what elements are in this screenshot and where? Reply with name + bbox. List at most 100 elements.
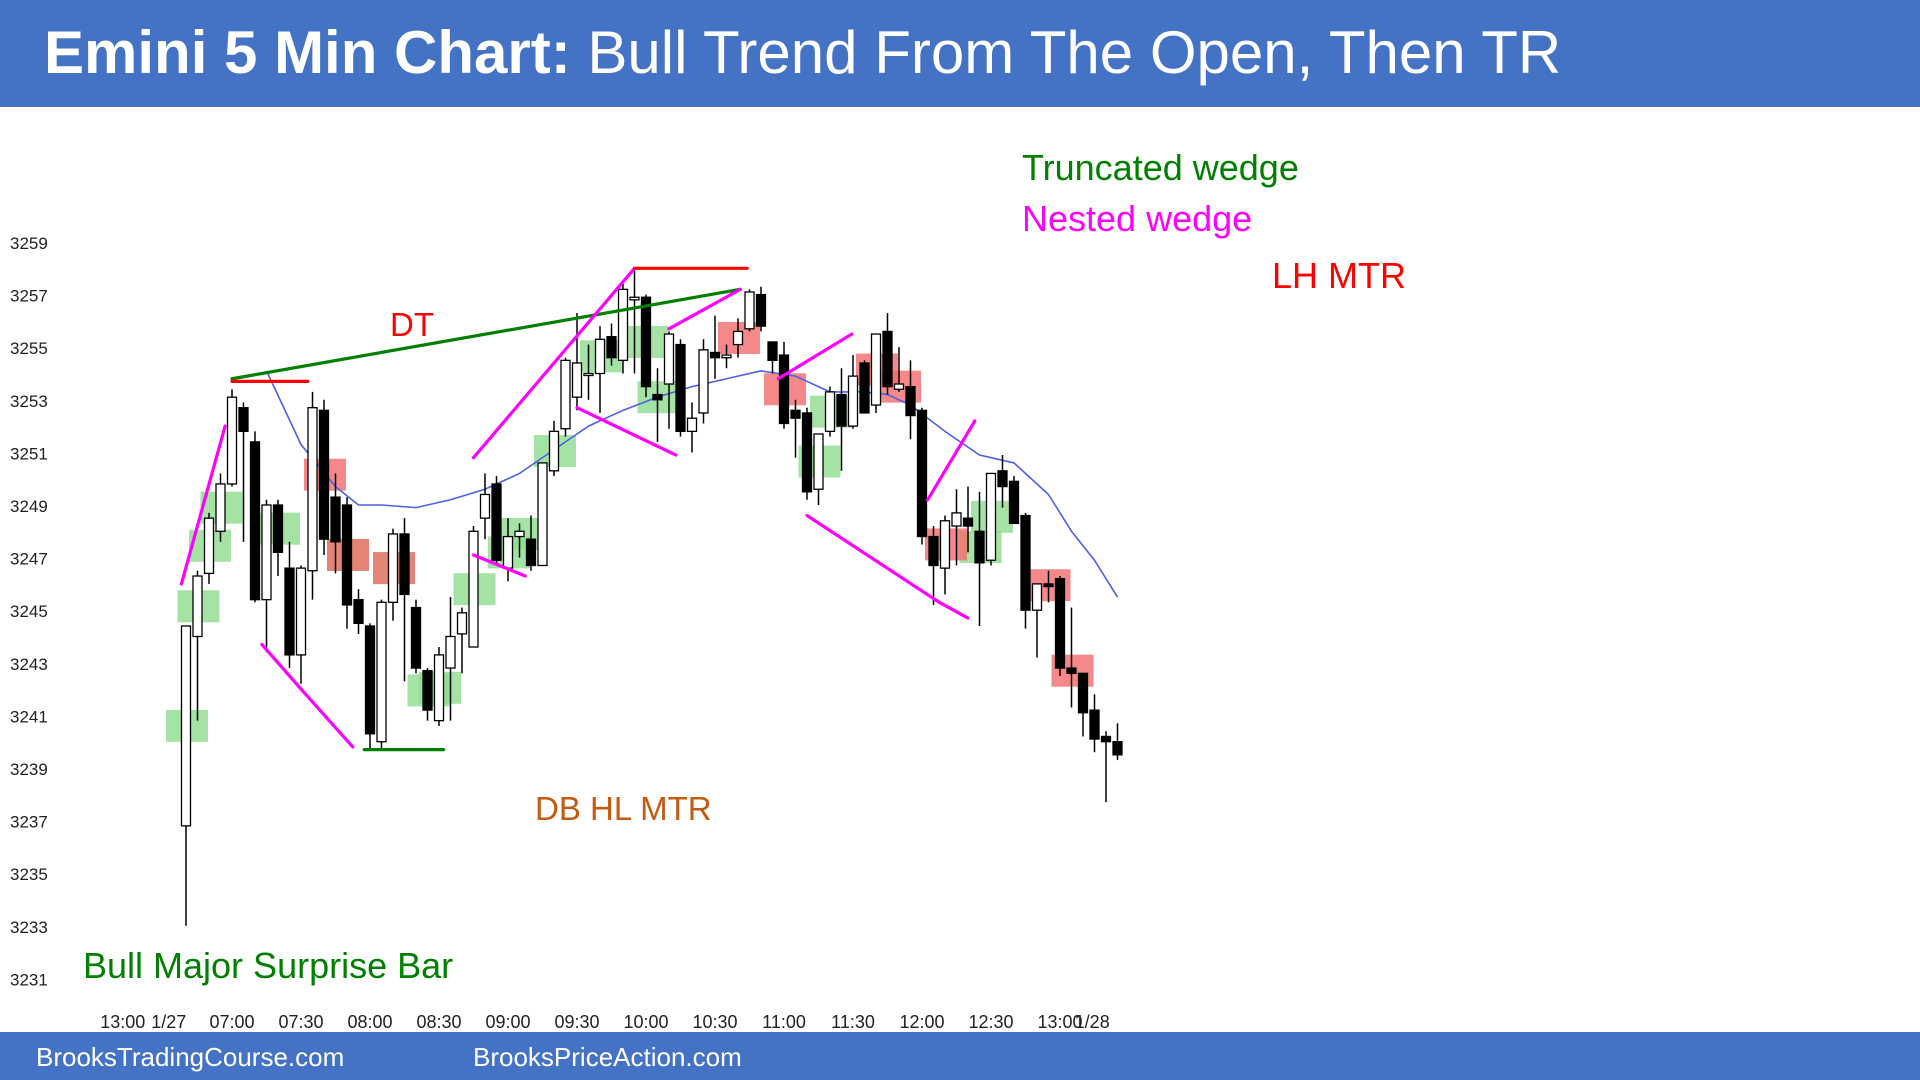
x-tick-label: 10:00 bbox=[623, 1012, 668, 1032]
candle-body bbox=[998, 471, 1007, 487]
candle-body bbox=[182, 626, 191, 826]
candle-body bbox=[860, 363, 869, 413]
y-tick-label: 3237 bbox=[10, 813, 48, 832]
candle-body bbox=[1067, 668, 1076, 673]
x-tick-label: 1/28 bbox=[1075, 1012, 1110, 1032]
candle-body bbox=[193, 576, 202, 636]
bear-candle bbox=[676, 339, 685, 436]
candles bbox=[182, 268, 1123, 926]
x-tick-label: 12:00 bbox=[899, 1012, 944, 1032]
x-tick-label: 07:00 bbox=[209, 1012, 254, 1032]
candle-body bbox=[1044, 584, 1053, 587]
y-tick-label: 3255 bbox=[10, 339, 48, 358]
candle-body bbox=[987, 473, 996, 560]
bear-candle bbox=[860, 360, 869, 413]
footer-link-course[interactable]: BrooksTradingCourse.com bbox=[36, 1042, 344, 1073]
candle-body bbox=[791, 410, 800, 418]
candle-body bbox=[607, 337, 616, 358]
candle-body bbox=[343, 505, 352, 605]
bear-candle bbox=[285, 542, 294, 668]
annotations: DT DB HL MTR Truncated wedge Nested wedg… bbox=[83, 147, 1406, 986]
annotation-db-hl-mtr: DB HL MTR bbox=[535, 790, 712, 827]
y-tick-label: 3245 bbox=[10, 602, 48, 621]
candle-body bbox=[481, 494, 490, 518]
candle-body bbox=[527, 539, 536, 565]
candle-body bbox=[515, 531, 524, 536]
bull-candle bbox=[469, 526, 478, 647]
bull-candle bbox=[216, 473, 225, 541]
bull-candle bbox=[619, 284, 628, 373]
candle-body bbox=[550, 431, 559, 470]
candle-body bbox=[975, 531, 984, 563]
x-tick-label: 11:00 bbox=[762, 1012, 806, 1032]
candle-body bbox=[596, 339, 605, 373]
candle-body bbox=[458, 613, 467, 634]
x-tick-label: 07:30 bbox=[278, 1012, 323, 1032]
y-tick-label: 3241 bbox=[10, 707, 48, 726]
candle-body bbox=[469, 531, 478, 647]
bear-candle bbox=[998, 455, 1007, 508]
y-tick-label: 3251 bbox=[10, 444, 48, 463]
bull-candle bbox=[561, 358, 570, 437]
candle-body bbox=[883, 331, 892, 386]
bull-candle bbox=[1033, 584, 1042, 658]
candle-body bbox=[216, 484, 225, 531]
bull-candle bbox=[872, 334, 881, 413]
bear-candle bbox=[1010, 476, 1019, 523]
bull-candle bbox=[688, 402, 697, 452]
candle-body bbox=[918, 410, 927, 536]
annotation-bull-major-surprise-bar: Bull Major Surprise Bar bbox=[83, 945, 453, 986]
candle-body bbox=[768, 342, 777, 360]
magenta-trend-line bbox=[262, 644, 301, 689]
bear-candle bbox=[320, 400, 329, 555]
x-tick-label: 08:30 bbox=[416, 1012, 461, 1032]
bull-candle bbox=[377, 600, 386, 750]
candle-body bbox=[642, 297, 651, 386]
candle-body bbox=[423, 671, 432, 710]
y-tick-label: 3253 bbox=[10, 392, 48, 411]
y-axis-labels: 3259 3257 3255 3253 3251 3249 3247 3245 3243 3241… bbox=[10, 234, 48, 989]
candle-body bbox=[251, 442, 260, 600]
bear-candle bbox=[354, 589, 363, 634]
candle-body bbox=[1079, 673, 1088, 712]
candle-body bbox=[1010, 481, 1019, 523]
candle-body bbox=[366, 626, 375, 734]
candlestick-chart: 3259 3257 3255 3253 3251 3249 3247 3245 3243 3241… bbox=[0, 0, 1920, 1032]
candle-body bbox=[400, 534, 409, 594]
footer-bar: BrooksTradingCourse.com BrooksPriceActio… bbox=[0, 1032, 1920, 1080]
candle-body bbox=[699, 350, 708, 413]
y-tick-label: 3243 bbox=[10, 655, 48, 674]
bear-candle bbox=[492, 476, 501, 563]
y-tick-label: 3257 bbox=[10, 287, 48, 306]
candle-body bbox=[1102, 736, 1111, 741]
x-tick-label: 09:00 bbox=[485, 1012, 530, 1032]
bull-candle bbox=[205, 513, 214, 584]
candle-body bbox=[262, 505, 271, 600]
candle-body bbox=[929, 537, 938, 566]
candle-body bbox=[561, 360, 570, 428]
candle-body bbox=[941, 521, 950, 568]
candle-body bbox=[228, 397, 237, 484]
bear-candle bbox=[1090, 694, 1099, 752]
bear-candle bbox=[1113, 723, 1122, 760]
candle-body bbox=[676, 345, 685, 432]
candle-body bbox=[688, 418, 697, 431]
bear-candle bbox=[343, 497, 352, 629]
annotation-dt: DT bbox=[390, 306, 434, 343]
bear-candle bbox=[757, 287, 766, 332]
y-tick-label: 3259 bbox=[10, 234, 48, 253]
magenta-trend-line bbox=[939, 602, 968, 618]
y-tick-label: 3233 bbox=[10, 918, 48, 937]
annotation-nested-wedge: Nested wedge bbox=[1022, 198, 1252, 239]
candle-body bbox=[1113, 742, 1122, 755]
bull-candle bbox=[481, 473, 490, 539]
bear-candle bbox=[274, 500, 283, 576]
highlight-boxes bbox=[166, 322, 1094, 742]
bull-candle bbox=[699, 339, 708, 423]
candle-body bbox=[504, 537, 513, 569]
footer-link-priceaction[interactable]: BrooksPriceAction.com bbox=[473, 1042, 742, 1073]
candle-body bbox=[377, 602, 386, 741]
candle-body bbox=[780, 355, 789, 423]
candle-body bbox=[354, 600, 363, 624]
x-tick-label: 13:00 bbox=[100, 1012, 145, 1032]
